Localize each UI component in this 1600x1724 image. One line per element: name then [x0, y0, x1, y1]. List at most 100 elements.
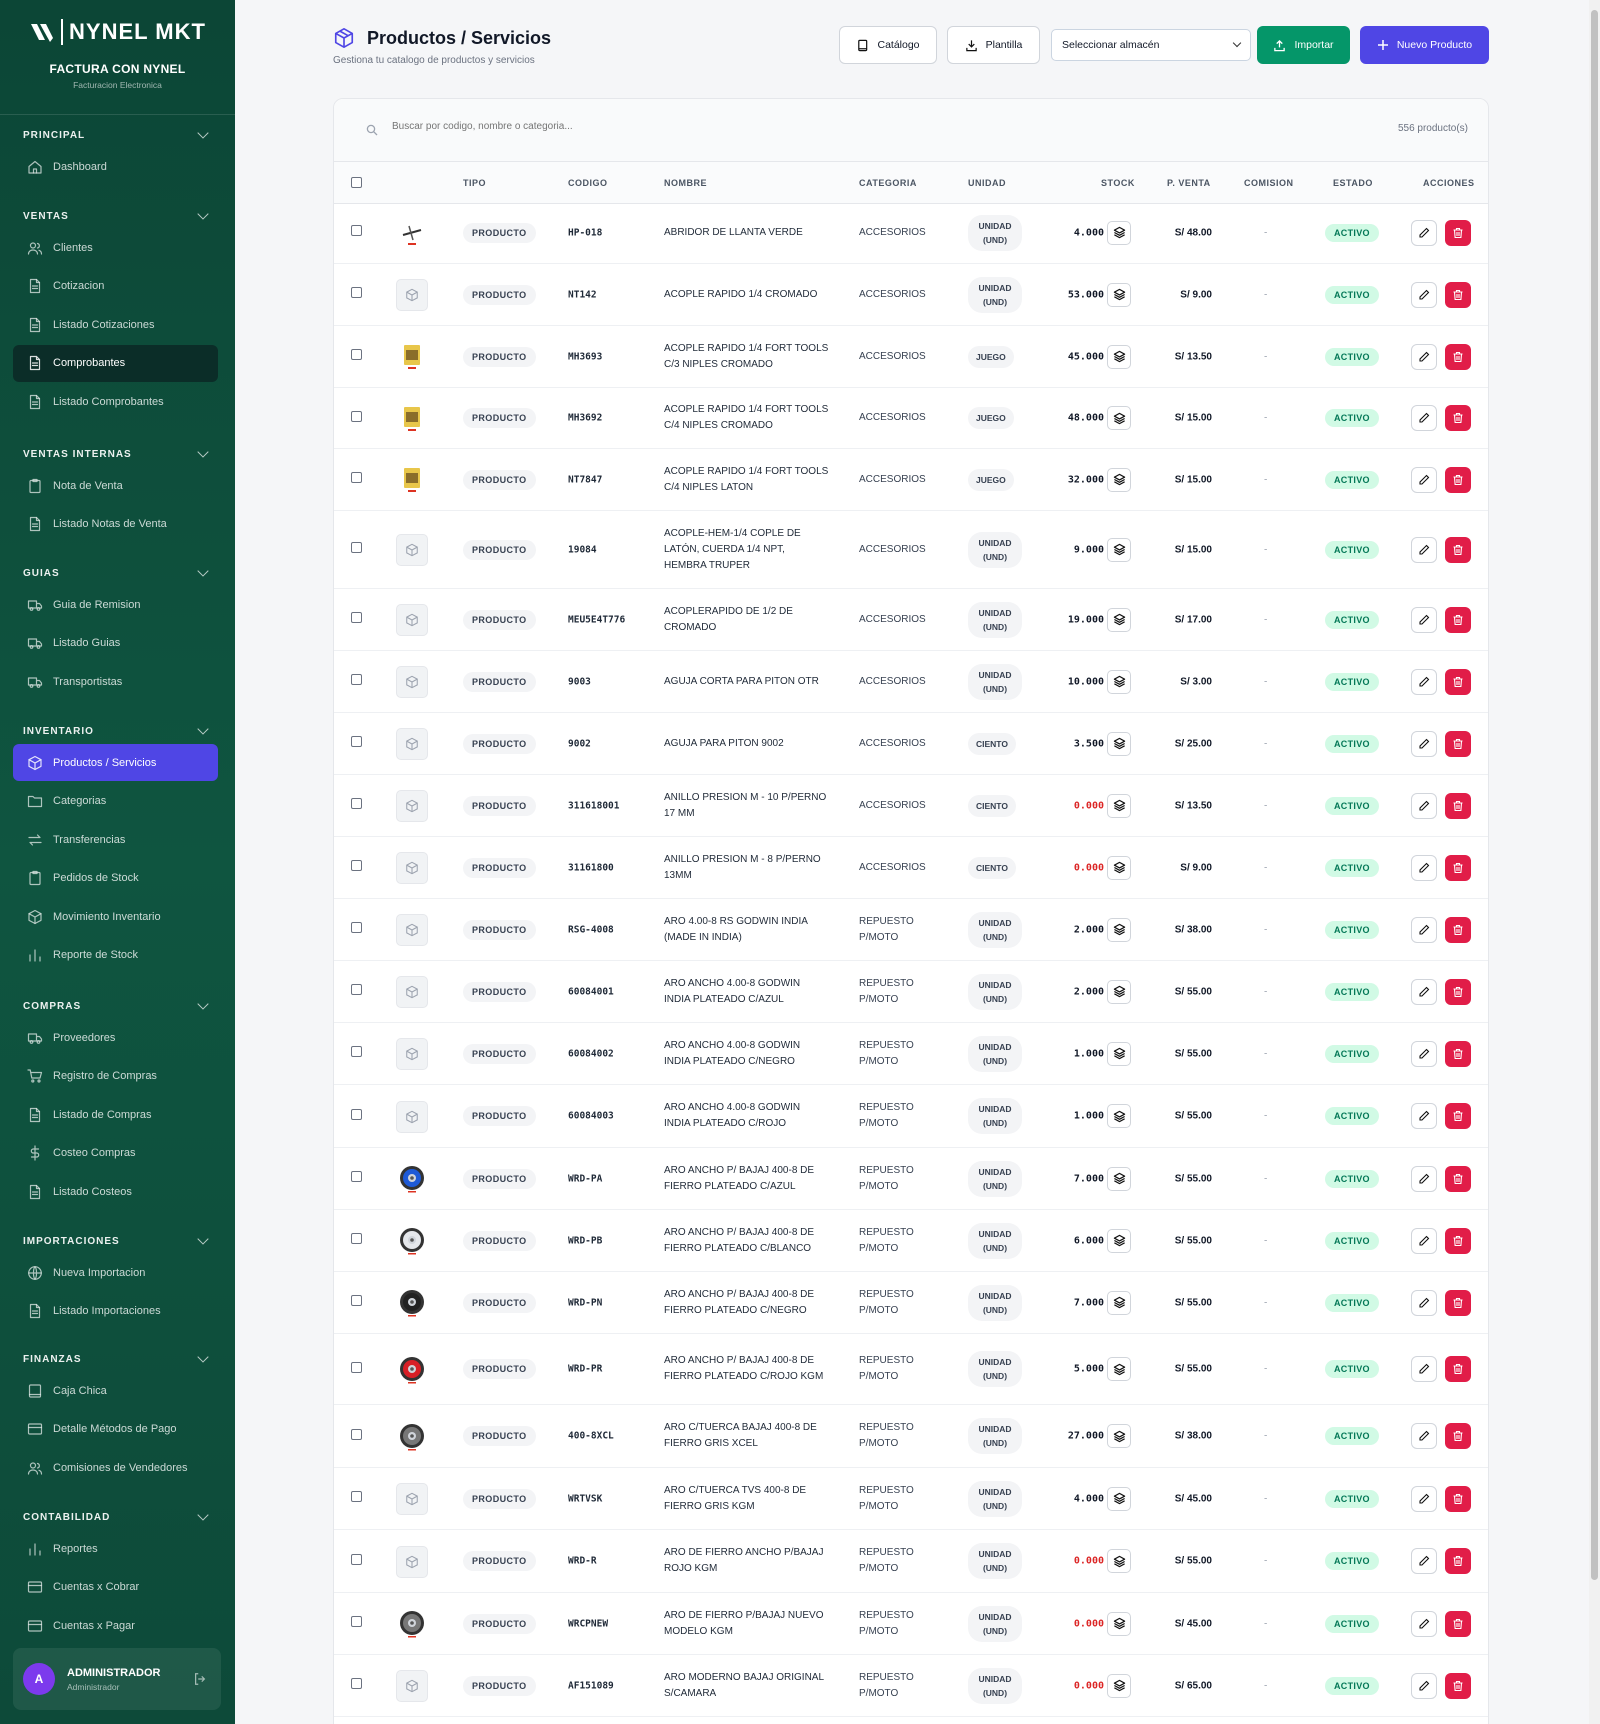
sidebar-item-listado-cotizaciones[interactable]: Listado Cotizaciones [13, 306, 218, 343]
col-tipo[interactable]: TIPO [463, 178, 487, 188]
edit-button[interactable] [1411, 792, 1437, 819]
row-checkbox[interactable] [351, 1108, 362, 1120]
table-row[interactable]: PRODUCTO 19084 ACOPLE-HEM-1/4 COPLE DE L… [334, 511, 1488, 589]
col-codigo[interactable]: CODIGO [568, 178, 608, 188]
stock-detail-button[interactable] [1107, 406, 1131, 430]
delete-button[interactable] [1445, 1165, 1471, 1192]
delete-button[interactable] [1445, 466, 1471, 493]
delete-button[interactable] [1445, 1672, 1471, 1699]
table-row[interactable]: PRODUCTO 60084001 ARO ANCHO 4.00-8 GODWI… [334, 961, 1488, 1023]
sidebar-item-costeo-compras[interactable]: Costeo Compras [13, 1135, 218, 1172]
warehouse-select[interactable]: Seleccionar almacén [1051, 29, 1251, 61]
delete-button[interactable] [1445, 1356, 1471, 1382]
edit-button[interactable] [1411, 1672, 1437, 1699]
delete-button[interactable] [1445, 730, 1471, 757]
col-stock[interactable]: STOCK [1101, 178, 1135, 188]
stock-detail-button[interactable] [1107, 607, 1131, 632]
row-checkbox[interactable] [351, 1295, 362, 1306]
edit-button[interactable] [1411, 1289, 1437, 1316]
col-precio[interactable]: P. VENTA [1167, 178, 1211, 188]
stock-detail-button[interactable] [1107, 220, 1131, 245]
sidebar-item-dashboard[interactable]: Dashboard [13, 148, 218, 185]
delete-button[interactable] [1445, 978, 1471, 1005]
logout-icon[interactable] [193, 1672, 207, 1686]
delete-button[interactable] [1445, 668, 1471, 695]
row-checkbox[interactable] [351, 922, 362, 933]
stock-detail-button[interactable] [1107, 917, 1131, 942]
table-row[interactable]: PRODUCTO 60084003 ARO ANCHO 4.00-8 GODWI… [334, 1085, 1488, 1148]
table-row[interactable]: PRODUCTO WRD-R ARO DE FIERRO ANCHO P/BAJ… [334, 1530, 1488, 1593]
nav-section-header[interactable]: COMPRAS [0, 993, 235, 1019]
sidebar-item-cuentas-x-pagar[interactable]: Cuentas x Pagar [13, 1607, 218, 1644]
delete-button[interactable] [1445, 1040, 1471, 1067]
sidebar-item-categorias[interactable]: Categorias [13, 783, 218, 820]
sidebar-item-proveedores[interactable]: Proveedores [13, 1019, 218, 1056]
stock-detail-button[interactable] [1107, 1041, 1131, 1066]
row-checkbox[interactable] [351, 1046, 362, 1057]
edit-button[interactable] [1411, 916, 1437, 943]
edit-button[interactable] [1411, 343, 1437, 370]
row-checkbox[interactable] [351, 860, 362, 871]
sidebar-item-reportes[interactable]: Reportes [13, 1530, 218, 1567]
nav-section-header[interactable]: PRINCIPAL [0, 122, 235, 148]
table-row[interactable]: PRODUCTO 400-8XCL ARO C/TUERCA BAJAJ 400… [334, 1405, 1488, 1468]
stock-detail-button[interactable] [1107, 344, 1131, 369]
sidebar-item-nueva-importacion[interactable]: Nueva Importacion [13, 1254, 218, 1291]
edit-button[interactable] [1411, 854, 1437, 881]
delete-button[interactable] [1445, 343, 1471, 370]
stock-detail-button[interactable] [1107, 282, 1131, 307]
delete-button[interactable] [1445, 1548, 1471, 1574]
col-comision[interactable]: COMISION [1244, 178, 1294, 188]
row-checkbox[interactable] [351, 1428, 362, 1440]
stock-detail-button[interactable] [1107, 1486, 1131, 1511]
stock-detail-button[interactable] [1107, 1549, 1131, 1573]
row-checkbox[interactable] [351, 1491, 362, 1502]
sidebar-item-listado-guias[interactable]: Listado Guias [13, 625, 218, 662]
nav-section-header[interactable]: VENTAS INTERNAS [0, 441, 235, 467]
table-row[interactable]: PRODUCTO MH3693 ACOPLE RAPIDO 1/4 FORT T… [334, 326, 1488, 388]
row-checkbox[interactable] [351, 1678, 362, 1689]
delete-button[interactable] [1445, 281, 1471, 308]
select-all-checkbox[interactable] [351, 177, 362, 188]
stock-detail-button[interactable] [1107, 855, 1131, 880]
row-checkbox[interactable] [351, 736, 362, 747]
stock-detail-button[interactable] [1107, 1290, 1131, 1315]
table-row[interactable]: PRODUCTO RSG-4008 ARO 4.00-8 RS GODWIN I… [334, 899, 1488, 961]
nav-section-header[interactable]: IMPORTACIONES [0, 1228, 235, 1254]
sidebar-item-clientes[interactable]: Clientes [13, 229, 218, 266]
stock-detail-button[interactable] [1107, 1673, 1131, 1698]
row-checkbox[interactable] [351, 798, 362, 809]
stock-detail-button[interactable] [1107, 1611, 1131, 1636]
delete-button[interactable] [1445, 854, 1471, 881]
sidebar-item-reporte-de-stock[interactable]: Reporte de Stock [13, 937, 218, 974]
catalog-button[interactable]: Catálogo [839, 26, 937, 64]
scrollbar-thumb[interactable] [1591, 10, 1598, 1580]
stock-detail-button[interactable] [1107, 1104, 1131, 1128]
delete-button[interactable] [1445, 219, 1471, 246]
edit-button[interactable] [1411, 1103, 1437, 1129]
sidebar-item-cuentas-x-cobrar[interactable]: Cuentas x Cobrar [13, 1569, 218, 1606]
sidebar-item-detalle-metodos-de-pago[interactable]: Detalle Métodos de Pago [13, 1411, 218, 1448]
nav-section-header[interactable]: FINANZAS [0, 1346, 235, 1372]
import-button[interactable]: Importar [1257, 26, 1350, 64]
table-row[interactable]: PRODUCTO 60084002 ARO ANCHO 4.00-8 GODWI… [334, 1023, 1488, 1085]
edit-button[interactable] [1411, 536, 1437, 563]
row-checkbox[interactable] [351, 349, 362, 360]
edit-button[interactable] [1411, 1356, 1437, 1382]
row-checkbox[interactable] [351, 1361, 362, 1373]
sidebar-item-comisiones-de-vendedores[interactable]: Comisiones de Vendedores [13, 1449, 218, 1486]
delete-button[interactable] [1445, 1289, 1471, 1316]
sidebar-item-cotizacion[interactable]: Cotizacion [13, 268, 218, 305]
nav-section-header[interactable]: CONTABILIDAD [0, 1504, 235, 1530]
sidebar-item-movimiento-inventario[interactable]: Movimiento Inventario [13, 898, 218, 935]
sidebar-item-guia-de-remision[interactable]: Guia de Remision [13, 586, 218, 623]
stock-detail-button[interactable] [1107, 537, 1131, 562]
delete-button[interactable] [1445, 1485, 1471, 1512]
stock-detail-button[interactable] [1107, 979, 1131, 1004]
sidebar-item-productos-servicios[interactable]: Productos / Servicios [13, 744, 218, 781]
row-checkbox[interactable] [351, 612, 362, 623]
avatar[interactable]: A [23, 1663, 55, 1695]
row-checkbox[interactable] [351, 542, 362, 553]
nav-section-header[interactable]: GUIAS [0, 560, 235, 586]
table-row[interactable]: PRODUCTO NT142 ACOPLE RAPIDO 1/4 CROMADO… [334, 264, 1488, 326]
